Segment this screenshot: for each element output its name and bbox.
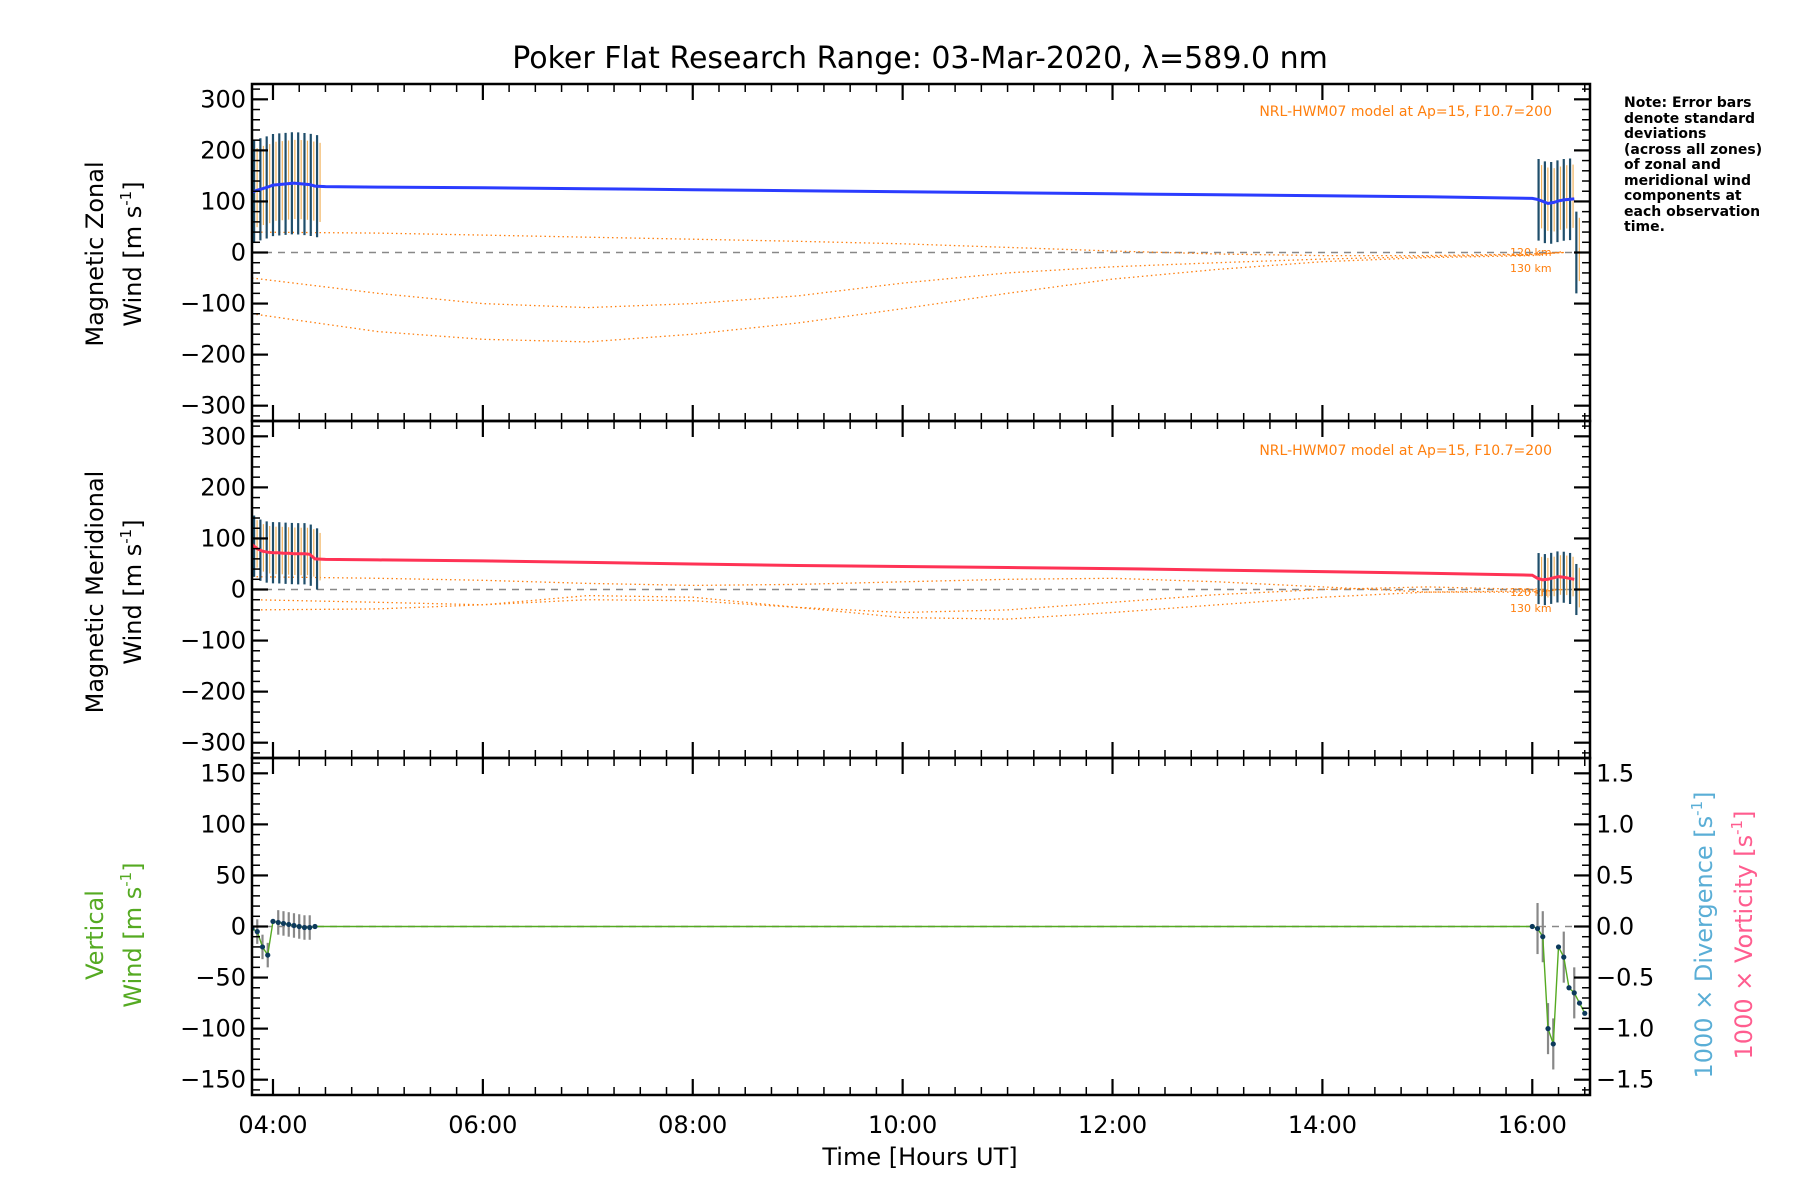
vertical-wind-point: [1540, 934, 1546, 940]
vertical-ylabel-line1: Vertical: [81, 890, 109, 980]
meridional-plot-area: [252, 515, 1590, 620]
zonal-model-alt-130: 130 km: [1510, 262, 1552, 275]
xtick-label: 08:00: [658, 1111, 727, 1139]
x-axis-label: Time [Hours UT]: [821, 1143, 1017, 1171]
vertical-wind-point: [286, 921, 292, 928]
vertical-ytick-label: −50: [195, 964, 246, 992]
zonal-model-curve-1: [252, 251, 1564, 309]
vertical-wind-point: [1555, 944, 1562, 950]
svg-text:1000 × Divergence [s-1]: 1000 × Divergence [s-1]: [1688, 791, 1718, 1078]
vertical-wind-point: [1576, 1000, 1583, 1006]
xtick-label: 14:00: [1288, 1111, 1357, 1139]
meridional-wind-panel: NRL-HWM07 model at Ap=15, F10.7=200 120 …: [81, 419, 1592, 760]
y2-tick-label: 0.5: [1596, 861, 1634, 889]
meridional-ytick-label: 100: [200, 524, 246, 552]
vertical-wind-point: [312, 923, 318, 930]
y2-tick-label: −1.0: [1596, 1015, 1654, 1043]
divergence-ylabel: 1000 × Divergence [s-1]: [1688, 791, 1718, 1078]
vertical-wind-point: [291, 922, 297, 929]
vertical-wind-point: [1582, 1010, 1588, 1016]
zonal-ytick-label: −200: [180, 341, 246, 369]
zonal-ytick-label: 0: [231, 239, 246, 267]
vertical-wind-point: [1566, 985, 1572, 991]
meridional-ytick-label: −200: [180, 678, 246, 706]
zonal-ylabel-line2: Wind [m s-1]: [117, 181, 147, 326]
zonal-ytick-label: 300: [200, 85, 246, 113]
meridional-model-curve-0: [252, 576, 1564, 593]
vertical-wind-point: [265, 952, 271, 958]
vertical-wind-point: [1550, 1041, 1556, 1047]
zonal-model-curve-2: [252, 250, 1564, 343]
vertical-wind-point: [259, 944, 266, 950]
vertical-wind-point: [1571, 990, 1577, 996]
y2-tick-label: −0.5: [1596, 964, 1654, 992]
vertical-wind-point: [1529, 923, 1535, 930]
vertical-wind-point: [275, 919, 281, 926]
svg-text:1000 × Vorticity [s-1]: 1000 × Vorticity [s-1]: [1728, 811, 1758, 1060]
y2-tick-label: 1.0: [1596, 810, 1634, 838]
vertical-wind-point: [296, 923, 302, 930]
xtick-label: 06:00: [448, 1111, 517, 1139]
meridional-wind-line: [252, 543, 1575, 582]
vertical-wind-point: [1561, 954, 1567, 960]
xtick-label: 10:00: [868, 1111, 937, 1139]
zonal-wind-line: [252, 181, 1575, 206]
vertical-plot-area: [252, 903, 1590, 1070]
meridional-ylabel-line1: Magnetic Meridional: [81, 471, 109, 714]
meridional-model-curve-2: [252, 588, 1564, 620]
vertical-ytick-label: 100: [200, 810, 246, 838]
zonal-ytick-label: −300: [180, 392, 246, 420]
error-bar-note: Note: Error bars denote standard deviati…: [1624, 95, 1763, 235]
vertical-wind-panel: Vertical Wind [m s-1] 1000 × Divergence …: [81, 756, 1758, 1171]
zonal-plot-area: [252, 132, 1590, 343]
vertical-wind-point: [301, 924, 308, 931]
figure-title: Poker Flat Research Range: 03-Mar-2020, …: [512, 41, 1328, 76]
xtick-label: 04:00: [238, 1111, 307, 1139]
vertical-ylabel-line2: Wind [m s-1]: [117, 862, 147, 1007]
y2-tick-label: −1.5: [1596, 1066, 1654, 1094]
zonal-wind-panel: NRL-HWM07 model at Ap=15, F10.7=200 120 …: [81, 82, 1592, 423]
xtick-label: 12:00: [1078, 1111, 1147, 1139]
meridional-model-curve-1: [252, 586, 1564, 614]
meridional-model-alt-130: 130 km: [1510, 602, 1552, 615]
meridional-ytick-label: −300: [180, 729, 246, 757]
zonal-ylabel-line1: Magnetic Zonal: [81, 161, 109, 346]
y2-tick-label: 1.5: [1596, 759, 1634, 787]
meridional-model-label: NRL-HWM07 model at Ap=15, F10.7=200: [1259, 443, 1552, 459]
meridional-ylabel: Magnetic Meridional Wind [m s-1]: [81, 471, 147, 714]
xtick-label: 16:00: [1498, 1111, 1567, 1139]
meridional-ytick-label: −100: [180, 627, 246, 655]
vertical-wind-point: [307, 924, 313, 931]
zonal-model-label: NRL-HWM07 model at Ap=15, F10.7=200: [1259, 104, 1552, 120]
vertical-ytick-label: 50: [215, 861, 246, 889]
meridional-ylabel-line2: Wind [m s-1]: [117, 519, 147, 664]
zonal-ytick-label: −100: [180, 290, 246, 318]
zonal-ytick-label: 100: [200, 187, 246, 215]
vertical-wind-point: [1545, 1026, 1551, 1032]
zonal-model-curve-0: [252, 231, 1564, 257]
vorticity-ylabel: 1000 × Vorticity [s-1]: [1728, 811, 1758, 1060]
vertical-ytick-label: 150: [200, 759, 246, 787]
vertical-wind-point: [254, 929, 260, 935]
meridional-ytick-label: 200: [200, 473, 246, 501]
vertical-ytick-label: 0: [231, 913, 246, 941]
vertical-wind-line: [252, 920, 1586, 1045]
vertical-wind-point: [270, 918, 276, 924]
zonal-ytick-label: 200: [200, 136, 246, 164]
zonal-ylabel: Magnetic Zonal Wind [m s-1]: [81, 161, 147, 346]
meridional-ytick-label: 300: [200, 422, 246, 450]
vertical-ylabel: Vertical Wind [m s-1]: [81, 862, 147, 1007]
vertical-wind-point: [1534, 925, 1541, 932]
meridional-ytick-label: 0: [231, 576, 246, 604]
vertical-ytick-label: −100: [180, 1015, 246, 1043]
vertical-ytick-label: −150: [180, 1066, 246, 1094]
vertical-wind-point: [280, 920, 287, 927]
y2-tick-label: 0.0: [1596, 913, 1634, 941]
